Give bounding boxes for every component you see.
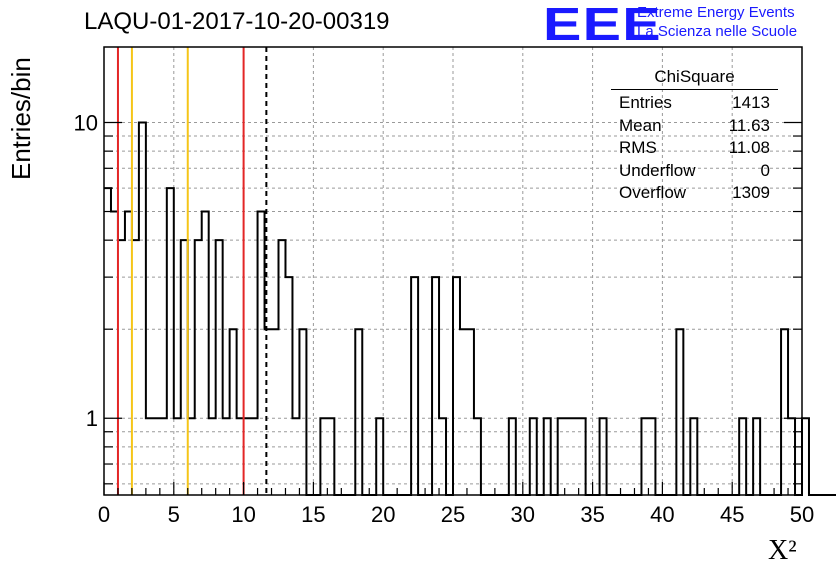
chart-title: LAQU-01-2017-10-20-00319: [84, 8, 390, 35]
stats-value: 0: [760, 160, 770, 180]
x-tick-label: 45: [720, 502, 744, 527]
stats-label: Entries: [619, 93, 672, 112]
eee-logo: EEE: [543, 0, 662, 50]
stats-value: 1309: [732, 183, 770, 202]
x-tick-label: 15: [301, 502, 325, 527]
stats-box: ChiSquare Entries 1413 Mean 11.63 RMS 11.08…: [611, 67, 778, 205]
x-tick-label: 50: [790, 502, 814, 527]
y-tick-label: 1: [86, 406, 98, 431]
x-tick-label: 10: [231, 502, 255, 527]
stats-value: 11.08: [728, 138, 770, 157]
logo-line-1: Extreme Energy Events: [637, 4, 795, 21]
stats-row-entries: Entries 1413: [611, 92, 778, 115]
y-tick-label: 10: [74, 110, 98, 135]
x-tick-label: 30: [511, 502, 535, 527]
x-tick-label: 40: [650, 502, 674, 527]
stats-label: RMS: [619, 138, 657, 157]
logo-line-2: La Scienza nelle Scuole: [637, 23, 798, 40]
y-axis-label: Entries/bin: [6, 57, 36, 180]
x-tick-label: 0: [98, 502, 110, 527]
stats-title: ChiSquare: [611, 67, 778, 90]
x-tick-label: 5: [168, 502, 180, 527]
x-tick-label: 20: [371, 502, 395, 527]
stats-row-underflow: Underflow 0: [611, 160, 778, 183]
x-tick-label: 35: [580, 502, 604, 527]
stats-value: 1413: [732, 93, 770, 112]
stats-value: 11.63: [728, 115, 770, 135]
stats-row-mean: Mean 11.63: [611, 115, 778, 138]
stats-label: Underflow: [619, 160, 696, 180]
stats-label: Overflow: [619, 183, 687, 202]
stats-row-overflow: Overflow 1309: [611, 182, 778, 205]
x-axis-label: X²: [768, 535, 797, 566]
stats-label: Mean: [619, 115, 662, 135]
x-tick-label: 25: [441, 502, 465, 527]
stats-row-rms: RMS 11.08: [611, 137, 778, 160]
